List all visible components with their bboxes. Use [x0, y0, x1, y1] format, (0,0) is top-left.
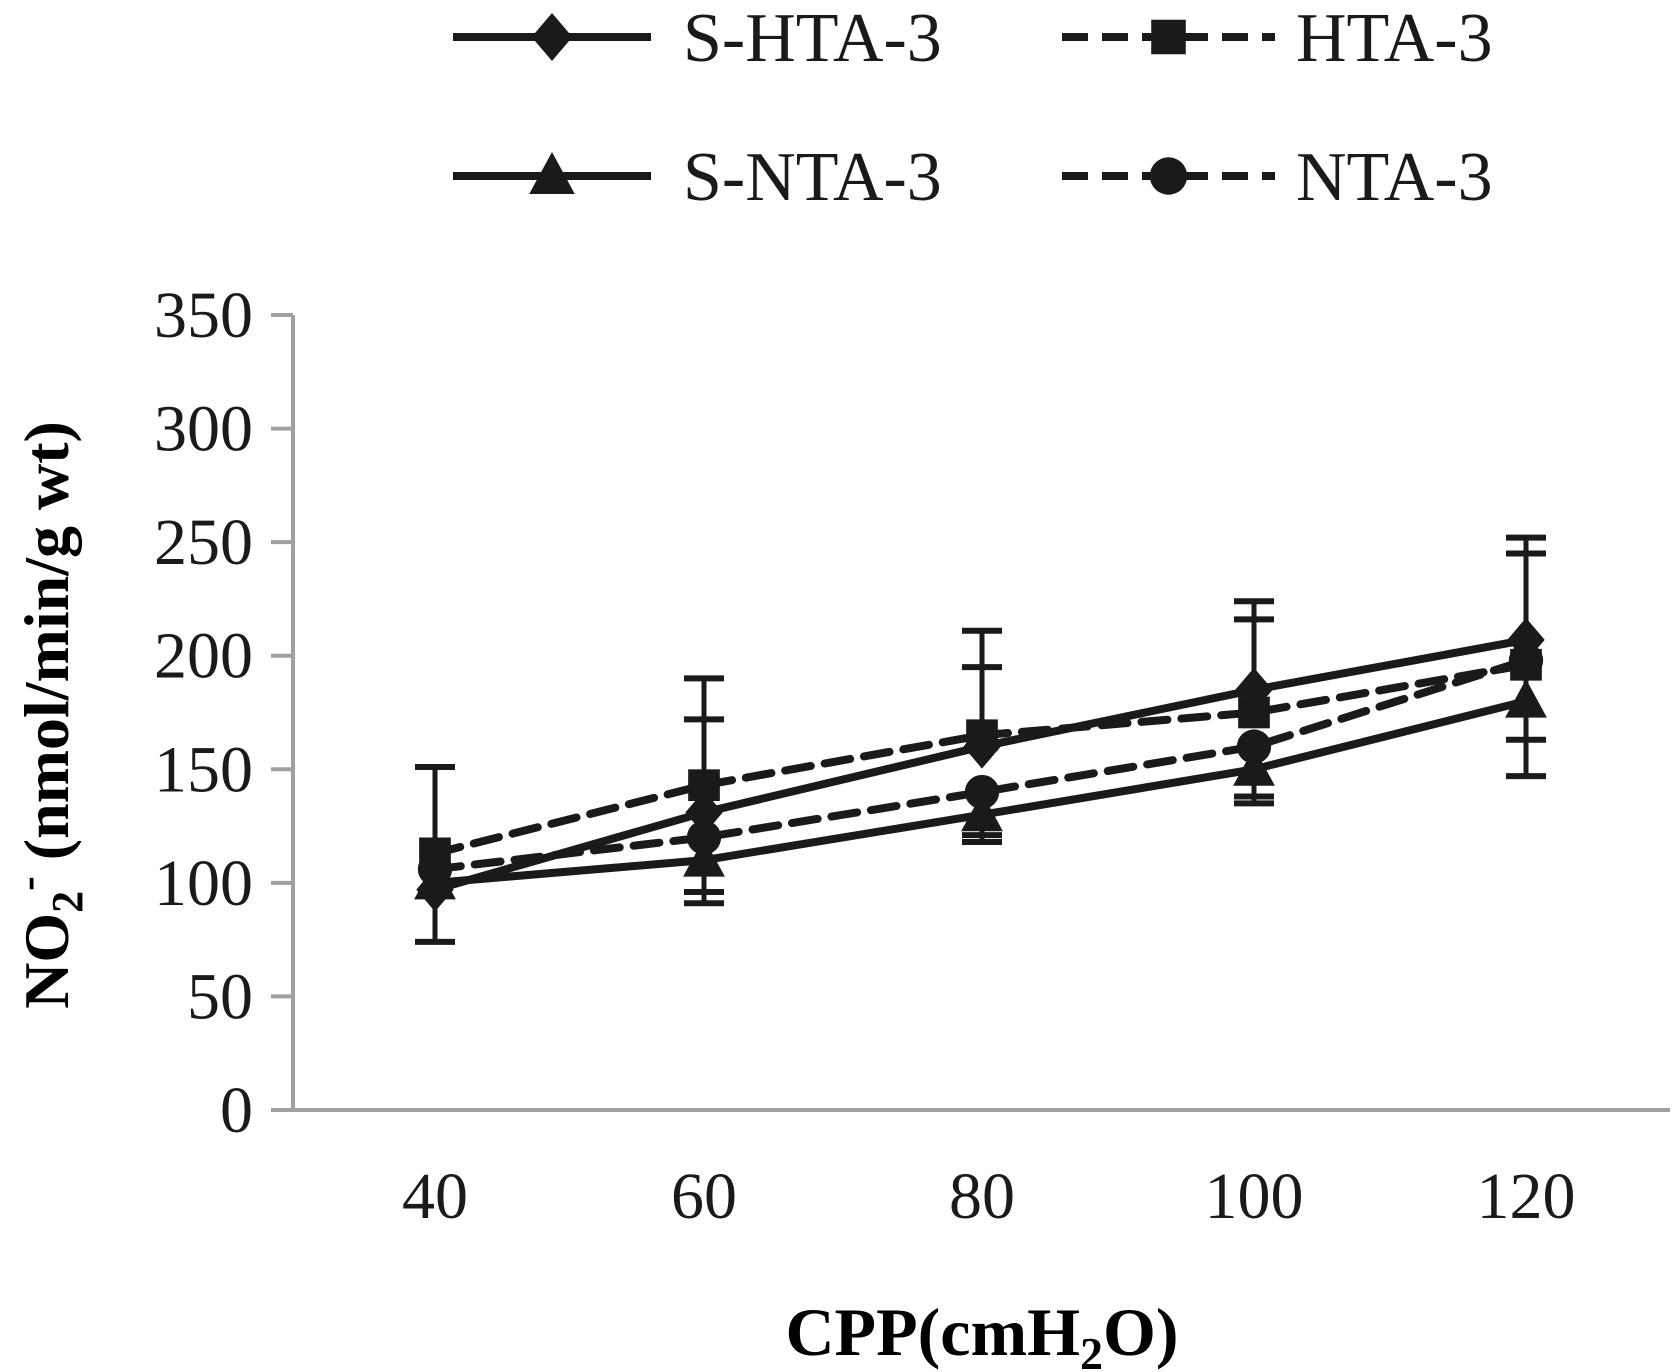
marker-circle-nta-3 [686, 820, 722, 855]
y-tick-label: 250 [154, 506, 253, 579]
marker-triangle-s-nta-3 [1505, 679, 1547, 718]
y-tick-label: 350 [154, 279, 253, 352]
marker-circle-nta-3 [1236, 729, 1272, 764]
series-markers [414, 617, 1547, 912]
marker-triangle-s-nta-3 [1233, 747, 1275, 786]
legend-item-s-nta-3: S-NTA-3 [453, 139, 942, 216]
legend-label: HTA-3 [1296, 0, 1493, 77]
axes: 0 50 100 150 200 250 300 350 40 60 80 100 120 [154, 279, 1670, 1233]
marker-triangle-s-nta-3 [683, 838, 725, 877]
x-tick-label: 120 [1477, 1160, 1576, 1233]
x-tick-label: 40 [402, 1160, 468, 1233]
y-tick-label: 100 [154, 847, 253, 920]
marker-triangle-s-nta-3 [961, 792, 1003, 832]
legend-item-hta-3: HTA-3 [1062, 0, 1493, 77]
legend-item-s-hta-3: S-HTA-3 [453, 0, 942, 77]
marker-square-hta-3 [688, 769, 720, 802]
x-tick-label: 80 [949, 1160, 1015, 1233]
legend: S-HTA-3 HTA-3 S-NTA-3 NTA-3 [453, 0, 1493, 216]
marker-circle-nta-3 [417, 852, 453, 887]
marker-square-hta-3 [1238, 696, 1270, 729]
y-tick-label: 200 [154, 620, 253, 693]
y-tick-label: 300 [154, 393, 253, 466]
y-tick-label: 0 [220, 1074, 253, 1147]
legend-label: S-HTA-3 [683, 0, 942, 77]
legend-circle-icon [1149, 157, 1188, 195]
legend-square-icon [1151, 19, 1186, 55]
marker-circle-nta-3 [964, 774, 1000, 810]
legend-item-nta-3: NTA-3 [1062, 139, 1493, 216]
marker-square-hta-3 [966, 719, 998, 752]
x-tick-label: 100 [1205, 1160, 1304, 1233]
legend-triangle-icon [529, 152, 575, 194]
x-tick-label: 60 [671, 1160, 737, 1233]
y-tick-label: 50 [187, 960, 253, 1033]
marker-circle-nta-3 [1508, 643, 1544, 678]
y-axis-title: NO2- (nmol/min/g wt) [3, 421, 92, 1009]
legend-label: S-NTA-3 [683, 139, 942, 216]
y-tick-label: 150 [154, 733, 253, 806]
x-axis-title: CPP(cmH2O) [785, 1294, 1178, 1372]
legend-diamond-icon [531, 13, 573, 61]
series-line-nta-3 [431, 656, 1530, 874]
legend-label: NTA-3 [1296, 139, 1493, 216]
